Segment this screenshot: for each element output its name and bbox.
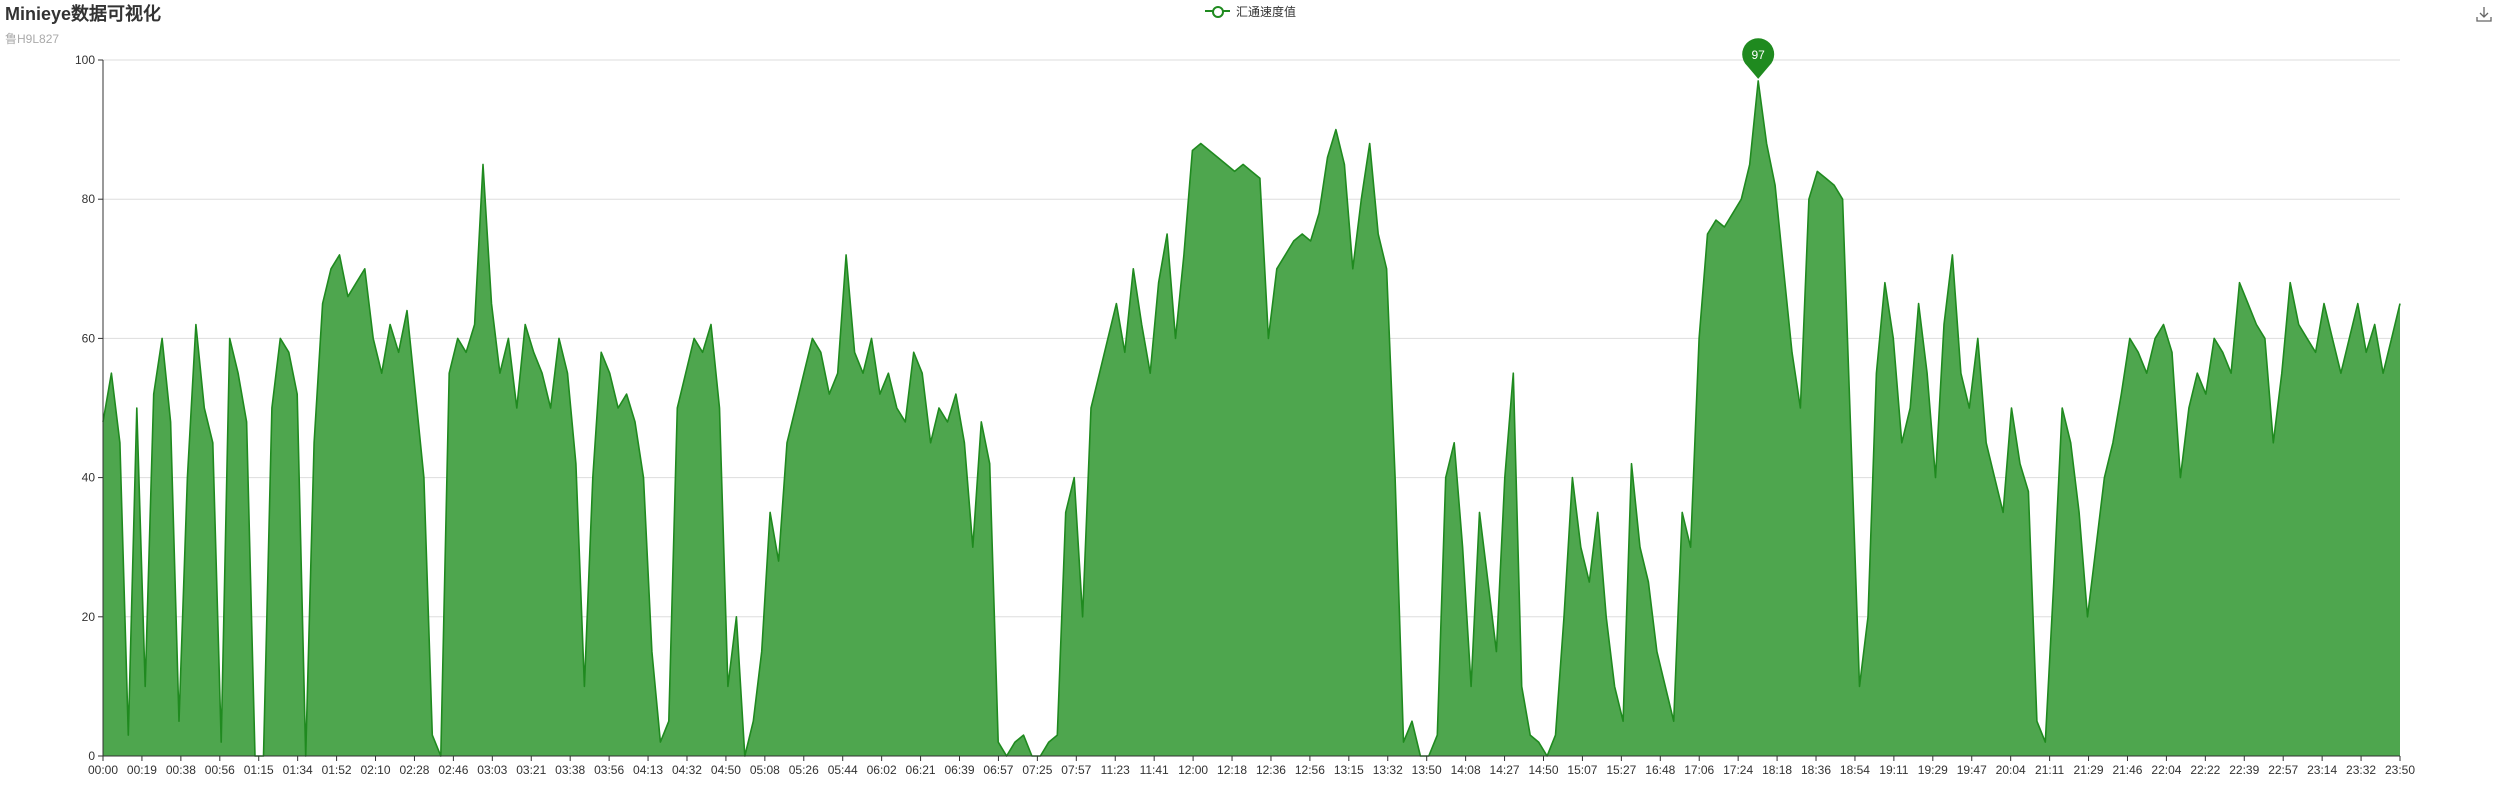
x-tick-label: 23:50 xyxy=(2385,763,2415,777)
x-tick-label: 20:04 xyxy=(1996,763,2026,777)
x-tick-label: 18:36 xyxy=(1801,763,1831,777)
y-tick-label: 0 xyxy=(88,749,95,763)
x-tick-label: 21:29 xyxy=(2074,763,2104,777)
x-tick-label: 12:18 xyxy=(1217,763,1247,777)
x-tick-label: 03:56 xyxy=(594,763,624,777)
x-tick-label: 14:50 xyxy=(1528,763,1558,777)
y-tick-label: 100 xyxy=(75,53,95,67)
max-value-marker: 97 xyxy=(1742,38,1775,79)
x-tick-label: 06:57 xyxy=(983,763,1013,777)
x-tick-label: 05:08 xyxy=(750,763,780,777)
x-tick-label: 21:11 xyxy=(2035,763,2064,777)
x-tick-label: 18:54 xyxy=(1840,763,1870,777)
y-tick-label: 80 xyxy=(82,192,96,206)
x-tick-label: 19:47 xyxy=(1957,763,1987,777)
x-tick-label: 15:07 xyxy=(1567,763,1597,777)
x-tick-label: 01:52 xyxy=(322,763,352,777)
series-area xyxy=(103,80,2400,756)
x-tick-label: 14:08 xyxy=(1451,763,1481,777)
x-tick-label: 03:03 xyxy=(477,763,507,777)
legend-item-speed[interactable]: 汇通速度值 xyxy=(1205,2,1296,20)
x-tick-label: 00:56 xyxy=(205,763,235,777)
x-tick-label: 00:00 xyxy=(88,763,118,777)
x-tick-label: 02:10 xyxy=(361,763,391,777)
legend-label: 汇通速度值 xyxy=(1236,4,1297,19)
x-tick-label: 21:46 xyxy=(2112,763,2142,777)
x-tick-label: 12:00 xyxy=(1178,763,1208,777)
x-tick-label: 17:24 xyxy=(1723,763,1753,777)
x-tick-label: 04:32 xyxy=(672,763,702,777)
legend-line-dot-icon xyxy=(1205,4,1230,18)
x-tick-label: 14:27 xyxy=(1490,763,1520,777)
x-tick-label: 22:57 xyxy=(2268,763,2298,777)
x-tick-label: 05:26 xyxy=(789,763,819,777)
marker-label: 97 xyxy=(1752,48,1766,62)
x-tick-label: 00:19 xyxy=(127,763,157,777)
x-tick-label: 13:15 xyxy=(1334,763,1364,777)
x-tick-label: 19:11 xyxy=(1879,763,1908,777)
x-tick-label: 07:57 xyxy=(1061,763,1091,777)
x-tick-label: 01:15 xyxy=(244,763,274,777)
x-tick-label: 06:39 xyxy=(944,763,974,777)
x-tick-label: 03:21 xyxy=(516,763,546,777)
x-tick-label: 22:39 xyxy=(2229,763,2259,777)
x-tick-label: 23:32 xyxy=(2346,763,2376,777)
x-tick-label: 19:29 xyxy=(1918,763,1948,777)
x-tick-label: 12:56 xyxy=(1295,763,1325,777)
x-tick-label: 02:28 xyxy=(399,763,429,777)
x-tick-label: 23:14 xyxy=(2307,763,2337,777)
x-tick-label: 16:48 xyxy=(1645,763,1675,777)
download-icon[interactable] xyxy=(2474,4,2494,24)
x-tick-label: 01:34 xyxy=(283,763,313,777)
y-tick-label: 60 xyxy=(82,331,96,345)
chart-title: Minieye数据可视化 xyxy=(5,4,162,24)
x-tick-label: 05:44 xyxy=(828,763,858,777)
x-tick-label: 15:27 xyxy=(1606,763,1636,777)
chart-subtitle: 鲁H9L827 xyxy=(5,32,60,46)
y-tick-label: 40 xyxy=(82,471,96,485)
x-tick-label: 22:04 xyxy=(2151,763,2181,777)
marker-pin xyxy=(1742,38,1775,79)
x-tick-label: 18:18 xyxy=(1762,763,1792,777)
x-tick-label: 11:41 xyxy=(1140,763,1169,777)
x-tick-label: 13:32 xyxy=(1373,763,1403,777)
x-tick-label: 04:13 xyxy=(633,763,663,777)
y-tick-label: 20 xyxy=(82,610,96,624)
x-tick-label: 06:02 xyxy=(867,763,897,777)
x-tick-label: 12:36 xyxy=(1256,763,1286,777)
x-tick-label: 00:38 xyxy=(166,763,196,777)
series-line xyxy=(102,80,2401,757)
x-tick-label: 13:50 xyxy=(1412,763,1442,777)
x-tick-label: 04:50 xyxy=(711,763,741,777)
x-tick-label: 06:21 xyxy=(906,763,936,777)
x-tick-label: 17:06 xyxy=(1684,763,1714,777)
x-tick-label: 02:46 xyxy=(438,763,468,777)
x-tick-label: 03:38 xyxy=(555,763,585,777)
x-tick-label: 07:25 xyxy=(1022,763,1052,777)
x-tick-label: 11:23 xyxy=(1101,763,1130,777)
x-tick-label: 22:22 xyxy=(2190,763,2220,777)
